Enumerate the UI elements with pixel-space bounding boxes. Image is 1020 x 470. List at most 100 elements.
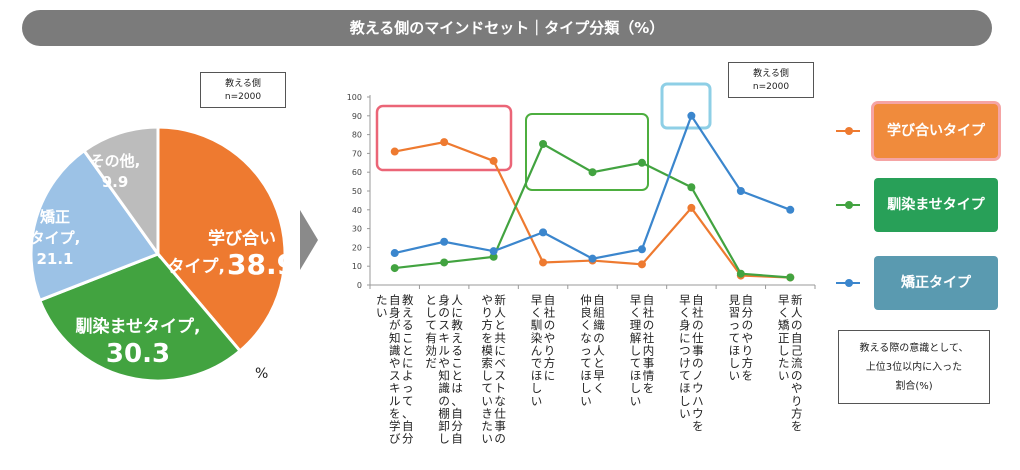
x-category-label-char: を — [389, 406, 401, 420]
x-category-label-char: い — [580, 394, 592, 408]
pie-note-line2: n=2000 — [224, 92, 262, 102]
footnote-box: 教える際の意識として、 上位3位以内に入った 割合(%) — [838, 330, 990, 404]
x-category-label-char: い — [630, 394, 642, 408]
data-point-s1-0 — [390, 264, 399, 273]
highlight-box-najimase — [525, 113, 649, 191]
x-category-label-char: い — [679, 406, 691, 420]
x-category-label-char: い — [376, 306, 388, 320]
x-category-label-char: な — [494, 394, 506, 408]
x-category-label-char: し — [778, 343, 790, 357]
data-point-s1-1 — [440, 258, 449, 267]
legend-item-najimase: 馴染ませタイプ — [836, 178, 1006, 232]
x-category-label-char: の — [438, 394, 450, 408]
x-category-label-char: く — [778, 306, 790, 320]
line-note-line2: n=2000 — [752, 82, 790, 92]
x-category-label-char: 身 — [389, 306, 401, 320]
data-point-s2-6 — [687, 111, 696, 120]
pie-value-sonota: 9.9 — [102, 173, 129, 191]
x-category-label-char: り — [481, 306, 493, 320]
x-category-label-char: ト — [494, 381, 506, 395]
x-category-label-char: ほ — [580, 369, 592, 383]
x-category-label-char: ノ — [692, 369, 704, 383]
x-category-label-char: 索 — [481, 356, 493, 370]
x-category-label-char: 自 — [451, 432, 463, 446]
x-category-label-char: の — [643, 318, 655, 332]
x-category-label-char: 馴 — [531, 318, 543, 332]
x-category-label-char: り — [791, 394, 803, 408]
x-category-label-char: え — [451, 331, 463, 345]
x-category-label-char: 方 — [791, 406, 803, 420]
x-category-label-char: 早 — [630, 293, 642, 307]
x-category-label-char: を — [692, 419, 704, 433]
x-category-label-char: た — [778, 356, 790, 370]
x-category-label-char: き — [481, 406, 493, 420]
x-category-label-char: 自 — [389, 293, 401, 307]
x-category-label-char: し — [630, 381, 642, 395]
data-point-s2-5 — [637, 245, 646, 254]
footnote-line2: 上位3位以内に入った — [865, 362, 963, 373]
data-point-s1-2 — [489, 252, 498, 261]
x-category-label-char: 、 — [402, 406, 414, 420]
x-category-label-char: 社 — [544, 306, 556, 320]
y-tick-label: 10 — [352, 262, 362, 271]
x-category-label-char: こ — [402, 331, 414, 345]
x-category-label-char: 解 — [630, 331, 642, 345]
x-category-label-char: し — [630, 343, 642, 357]
x-category-label-char: っ — [402, 381, 414, 395]
x-category-label-char: し — [679, 394, 691, 408]
x-category-label-char: や — [481, 293, 493, 307]
x-category-label-char: て — [630, 356, 642, 370]
legend-dot-manabi — [845, 127, 853, 135]
x-category-label-char: つ — [679, 343, 691, 357]
x-category-label-char: 自 — [544, 293, 556, 307]
chart-title: 教える側のマインドセット｜タイプ分類（%） — [349, 19, 665, 37]
pie-chart: 学び合い タイプ, 38.9 馴染ませタイプ, 30.3 矯正 タイプ, 21.… — [29, 125, 296, 383]
chevron-right-icon — [300, 210, 318, 270]
x-category-label-char: 卸 — [438, 419, 450, 433]
x-category-label-char: 学 — [389, 419, 401, 433]
pie-label-manabi-line1: 学び合い — [208, 228, 276, 249]
y-tick-label: 30 — [352, 225, 362, 234]
x-category-label-char: 方 — [742, 356, 754, 370]
x-category-label-char: 仕 — [494, 406, 506, 420]
legend-label-kyosei: 矯正タイプ — [874, 256, 998, 310]
x-category-label-char: て — [425, 318, 437, 332]
x-category-label-char: 社 — [692, 306, 704, 320]
y-tick-label: 50 — [352, 187, 362, 196]
x-category-label-char: に — [679, 331, 691, 345]
data-point-s0-0 — [390, 147, 399, 156]
footnote-line3: 割合(%) — [895, 381, 933, 392]
x-category-label-char: 身 — [679, 318, 691, 332]
x-category-label-char: 自 — [402, 419, 414, 433]
legend-label-manabi: 学び合いタイプ — [874, 104, 998, 158]
x-category-label-char: っ — [580, 343, 592, 357]
x-category-label-char: く — [679, 306, 691, 320]
x-category-label-char: が — [389, 318, 401, 332]
x-category-label-char: ほ — [630, 369, 642, 383]
y-tick-label: 20 — [352, 243, 362, 252]
x-category-label-char: 矯 — [778, 318, 790, 332]
x-category-label-char: 人 — [593, 343, 605, 357]
y-tick-label: 0 — [357, 281, 362, 290]
data-point-s0-6 — [687, 203, 696, 212]
x-category-label-char: 共 — [494, 331, 506, 345]
x-category-label-char: っ — [729, 318, 741, 332]
x-category-label-char: い — [481, 432, 493, 446]
x-category-label-char: 仲 — [580, 293, 592, 307]
data-point-s2-8 — [786, 205, 795, 214]
data-point-s1-3 — [539, 140, 548, 148]
x-category-label-char: や — [791, 381, 803, 395]
pie-label-kyosei-line2: タイプ, — [30, 229, 81, 247]
x-category-label-char: 流 — [791, 356, 803, 370]
x-category-label-char: 自 — [791, 331, 803, 345]
x-category-label-char: 分 — [402, 432, 414, 446]
x-category-label-char: の — [692, 356, 704, 370]
pie-slice-0 — [156, 125, 287, 354]
x-category-label-char: や — [742, 331, 754, 345]
line-note-line1: 教える側 — [753, 69, 789, 79]
x-category-label-char: 仕 — [692, 331, 704, 345]
x-category-label-char: 有 — [425, 331, 437, 345]
x-category-label-char: 事 — [692, 343, 704, 357]
x-category-label-char: 人 — [494, 306, 506, 320]
x-category-label-char: 早 — [679, 293, 691, 307]
